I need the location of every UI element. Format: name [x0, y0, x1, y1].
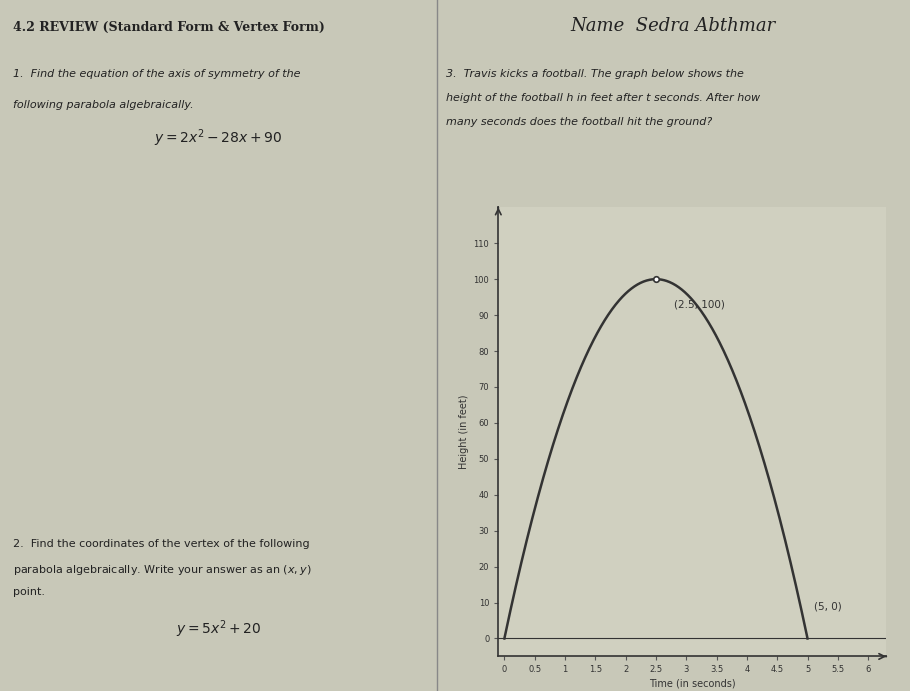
Text: 2.  Find the coordinates of the vertex of the following: 2. Find the coordinates of the vertex of…: [13, 539, 309, 549]
Text: (2.5, 100): (2.5, 100): [674, 300, 725, 310]
Text: $y = 2x^2 - 28x + 90$: $y = 2x^2 - 28x + 90$: [154, 128, 283, 149]
Text: many seconds does the football hit the ground?: many seconds does the football hit the g…: [446, 117, 713, 127]
Text: (5, 0): (5, 0): [814, 602, 842, 612]
Text: point.: point.: [13, 587, 46, 597]
Text: 1.  Find the equation of the axis of symmetry of the: 1. Find the equation of the axis of symm…: [13, 69, 300, 79]
Text: parabola algebraically. Write your answer as an $(x, y)$: parabola algebraically. Write your answe…: [13, 563, 312, 577]
Text: Name  Sedra Abthmar: Name Sedra Abthmar: [571, 17, 776, 35]
Text: $y = 5x^2 + 20$: $y = 5x^2 + 20$: [176, 618, 261, 640]
Text: 3.  Travis kicks a football. The graph below shows the: 3. Travis kicks a football. The graph be…: [446, 69, 744, 79]
X-axis label: Time (in seconds): Time (in seconds): [649, 679, 735, 689]
Text: following parabola algebraically.: following parabola algebraically.: [13, 100, 194, 110]
Y-axis label: Height (in feet): Height (in feet): [460, 395, 470, 469]
Text: 4.2 REVIEW (Standard Form & Vertex Form): 4.2 REVIEW (Standard Form & Vertex Form): [13, 21, 325, 34]
Text: height of the football h in feet after t seconds. After how: height of the football h in feet after t…: [446, 93, 761, 103]
